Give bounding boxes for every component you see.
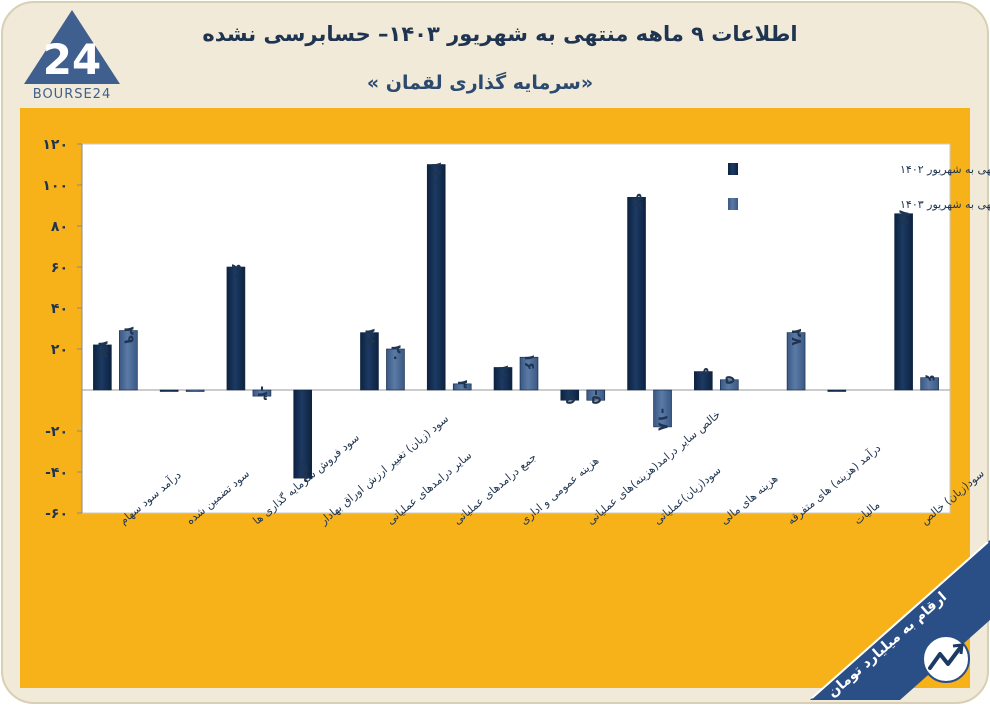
- logo-triangle: [24, 10, 120, 84]
- y-tick-label: ۶۰: [51, 260, 68, 276]
- bar-value-label: ۱۱۰: [428, 161, 444, 187]
- logo-number: 24: [43, 35, 101, 84]
- trend-icon: [928, 646, 962, 670]
- bar-value-label: -۵: [562, 390, 578, 405]
- bar-1402: [894, 213, 913, 391]
- y-tick-label: -۶۰: [45, 506, 68, 522]
- bar-value-label: ۳: [454, 380, 470, 389]
- plot-area: [81, 143, 951, 514]
- y-tick-label: -۴۰: [45, 465, 68, 481]
- legend-swatch: [728, 163, 738, 175]
- bar-1402: [360, 332, 379, 391]
- y-tick-label: ۲۰: [51, 342, 68, 358]
- bar-1402: [293, 389, 312, 479]
- bar-1403: [252, 389, 272, 397]
- bar-1403: [653, 389, 672, 428]
- bar-1403: [786, 332, 806, 391]
- bar-1402: [93, 344, 112, 391]
- bar-1403: [119, 330, 138, 391]
- legend-swatch: [728, 198, 738, 210]
- bar-value-label: ۱۶: [521, 353, 537, 370]
- unit-badge-edge: [811, 541, 989, 699]
- logo-text: BOURSE24: [33, 87, 111, 100]
- bar-value-label: ۵: [721, 376, 737, 385]
- page-title: اطلاعات ۹ ماهه منتهی به شهریور ۱۴۰۳– حسا…: [202, 22, 798, 46]
- bar-1402: [827, 389, 847, 392]
- bar-value-label: ۲۸: [788, 329, 804, 347]
- bar-value-label: ۲۸: [361, 329, 377, 347]
- page-subtitle: «سرمایه گذاری لقمان »: [366, 72, 594, 94]
- bar-value-label: -۴۳: [295, 459, 311, 482]
- bar-1402: [694, 371, 713, 391]
- bars: [93, 164, 939, 479]
- bar-value-label: ۹: [695, 368, 711, 377]
- bar-1402: [493, 367, 513, 391]
- bar-1402: [627, 197, 646, 391]
- bar-1403: [185, 389, 205, 392]
- y-axis: ۱۲۰ ۱۰۰ ۸۰ ۶۰ ۴۰ ۲۰ -۲۰ -۴۰ -۶۰: [42, 137, 950, 522]
- bar-1403: [720, 379, 739, 391]
- bar-value-label: ۹۴: [629, 193, 645, 211]
- bourse24-logo: 24 BOURSE24: [24, 10, 120, 100]
- bar-value-label: -۱۸: [655, 408, 671, 431]
- legend: عملکرد منتهی به شهریور ۱۴۰۲ عملکرد منتهی …: [728, 163, 990, 211]
- bar-1402: [426, 164, 446, 391]
- y-tick-label: ۱۰۰: [42, 178, 68, 194]
- y-tick-label: ۸۰: [51, 219, 68, 235]
- y-tick-label: -۲۰: [45, 424, 68, 440]
- bar-1403: [920, 377, 939, 391]
- bar-1403: [519, 356, 539, 391]
- bar-1402: [560, 389, 580, 401]
- bar-1402: [226, 266, 246, 391]
- bar-value-label: -۳: [254, 386, 270, 401]
- bar-value-label: ۲۹: [120, 327, 136, 345]
- trend-icon-arrow: [952, 643, 964, 655]
- bar-1403: [586, 389, 606, 401]
- bar-value-label: ۸۶: [896, 210, 912, 227]
- bar-labels: ۲۲ ۲۹ ۶۰ -۳ -۴۳ ۲۸ ۲۰ ۱۱۰ ۳ ۱۱ ۱۶ -۵ -۵ ۹۴ -۱۸ ۹ ۵ ۲۸ ۸۶ ۶: [94, 161, 937, 483]
- bar-1403: [452, 383, 472, 391]
- legend-label: عملکرد منتهی به شهریور ۱۴۰۲: [900, 163, 990, 176]
- bar-value-label: ۶: [922, 374, 938, 383]
- legend-label: عملکرد منتهی به شهریور ۱۴۰۳: [900, 198, 990, 211]
- bar-value-label: ۱۱: [495, 363, 511, 380]
- y-tick-label: ۴۰: [51, 301, 68, 317]
- bar-value-label: ۶۰: [228, 263, 244, 280]
- bar-value-label: ۲۲: [94, 341, 110, 359]
- bar-value-label: ۲۰: [387, 345, 403, 362]
- bar-1402: [159, 389, 179, 392]
- bar-value-label: -۵: [588, 390, 604, 405]
- y-tick-label: ۱۲۰: [42, 137, 68, 153]
- bar-1403: [386, 348, 405, 391]
